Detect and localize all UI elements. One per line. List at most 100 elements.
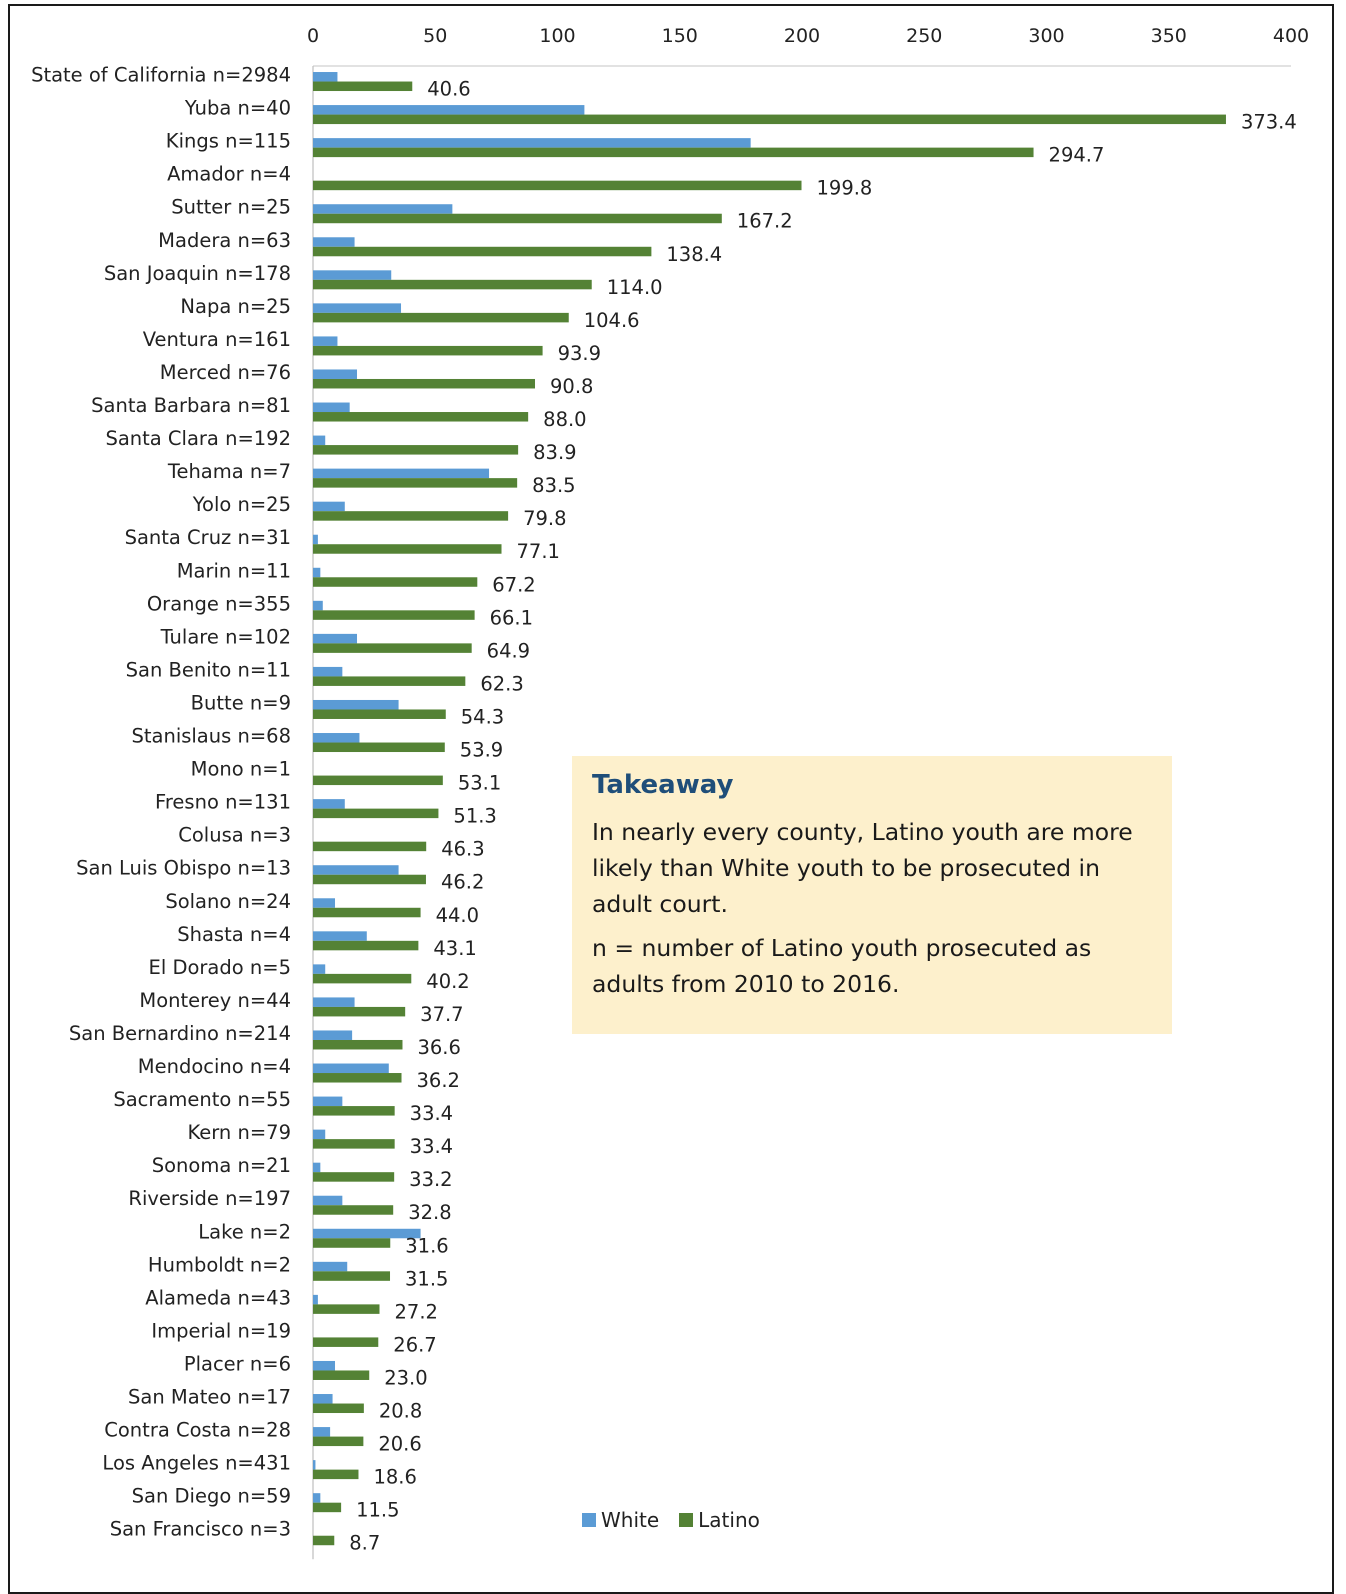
bar-white [313, 1294, 318, 1305]
bar-white [313, 138, 751, 148]
bar-latino [313, 973, 412, 984]
x-tick-label: 0 [307, 25, 319, 47]
category-label: Santa Clara n=192 [105, 427, 291, 450]
bar-latino [313, 478, 518, 488]
bar-white [313, 633, 358, 644]
category-label: Los Angeles n=431 [102, 1452, 291, 1475]
bar-latino [313, 412, 529, 422]
bar-white [313, 237, 355, 247]
bar-latino [313, 445, 519, 455]
bar-latino [313, 1039, 403, 1050]
data-label-latino: 104.6 [584, 309, 640, 332]
category-label: Sutter n=25 [171, 196, 291, 219]
category-label: Butte n=9 [191, 691, 291, 714]
category-label: Alameda n=43 [145, 1286, 291, 1309]
bar-latino [313, 180, 802, 191]
category-label: State of California n=2984 [31, 64, 291, 87]
category-label: San Bernardino n=214 [69, 1022, 291, 1045]
data-label-latino: 53.9 [460, 739, 503, 762]
bar-white [313, 567, 321, 578]
bar-white [313, 1063, 389, 1074]
category-label: Riverside n=197 [128, 1187, 291, 1210]
data-label-latino: 114.0 [607, 276, 663, 299]
legend-item-white: White [582, 1508, 659, 1532]
category-label: San Diego n=59 [132, 1485, 291, 1508]
data-label-latino: 83.9 [533, 441, 576, 464]
category-label: Solano n=24 [165, 890, 291, 913]
bar-latino [313, 1139, 395, 1149]
legend-swatch-latino [679, 1513, 694, 1527]
bar-white [313, 898, 336, 908]
bar-latino [313, 577, 478, 587]
category-label: San Joaquin n=178 [104, 262, 291, 285]
bar-latino [313, 808, 439, 819]
data-label-latino: 43.1 [433, 937, 476, 960]
x-tick-label: 150 [662, 25, 698, 47]
data-label-latino: 167.2 [737, 210, 793, 233]
data-label-latino: 53.1 [458, 772, 501, 795]
x-tick-label: 100 [539, 25, 575, 47]
category-label: San Luis Obispo n=13 [76, 857, 291, 880]
category-label: Amador n=4 [167, 163, 291, 186]
bar-white [313, 369, 358, 379]
data-label-latino: 8.7 [349, 1532, 380, 1555]
category-label: Mono n=1 [191, 758, 291, 781]
data-label-latino: 44.0 [436, 904, 479, 927]
bar-white [313, 1360, 336, 1371]
bar-white [313, 1162, 321, 1173]
data-label-latino: 79.8 [523, 507, 566, 530]
bar-white [313, 699, 399, 710]
category-label: Kern n=79 [187, 1121, 291, 1144]
bar-white [313, 1493, 321, 1503]
data-label-latino: 77.1 [517, 540, 560, 563]
data-label-latino: 31.6 [405, 1234, 448, 1257]
bar-latino [313, 1006, 406, 1017]
data-label-latino: 33.4 [410, 1102, 453, 1125]
data-label-latino: 33.4 [410, 1135, 453, 1158]
category-label: Monterey n=44 [139, 989, 291, 1012]
category-label: Contra Costa n=28 [104, 1419, 291, 1442]
bar-white [313, 402, 350, 413]
bar-white [313, 303, 402, 313]
bar-latino [313, 1238, 391, 1248]
bar-latino [313, 1073, 402, 1083]
data-label-latino: 18.6 [373, 1466, 416, 1489]
bar-latino [313, 345, 543, 356]
bar-white [313, 600, 323, 611]
x-tick-label: 50 [423, 25, 447, 47]
bar-white [313, 1261, 348, 1272]
data-label-latino: 36.6 [417, 1036, 460, 1059]
bar-white [313, 534, 318, 545]
data-label-latino: 83.5 [532, 474, 575, 497]
data-label-latino: 20.6 [378, 1433, 421, 1456]
x-tick-label: 350 [1151, 25, 1187, 47]
category-label: Merced n=76 [160, 361, 291, 384]
category-label: Orange n=355 [147, 592, 291, 615]
data-label-latino: 373.4 [1241, 111, 1297, 134]
bar-latino [313, 1535, 335, 1546]
category-label: Santa Barbara n=81 [91, 394, 291, 417]
category-label: Fresno n=131 [155, 791, 291, 814]
bar-white [313, 1228, 421, 1239]
bar-latino [313, 81, 413, 92]
bar-white [313, 931, 367, 941]
data-label-latino: 36.2 [417, 1069, 460, 1092]
bar-white [313, 72, 338, 82]
category-label: Tehama n=7 [167, 460, 291, 483]
data-label-latino: 93.9 [558, 342, 601, 365]
category-label: Madera n=63 [158, 229, 291, 252]
legend-label-latino: Latino [698, 1508, 760, 1532]
bar-latino [313, 841, 427, 852]
legend-swatch-white [582, 1513, 596, 1527]
bar-latino [313, 246, 652, 257]
chart-legend: White Latino [582, 1508, 780, 1532]
data-label-latino: 27.2 [395, 1300, 438, 1323]
bar-white [313, 1460, 316, 1470]
category-label: Mendocino n=4 [138, 1055, 291, 1078]
bar-white [313, 1394, 333, 1404]
category-label: Kings n=115 [166, 130, 291, 153]
bar-latino [313, 742, 445, 753]
legend-item-latino: Latino [679, 1508, 760, 1532]
category-label: San Mateo n=17 [128, 1386, 291, 1409]
data-label-latino: 51.3 [453, 805, 496, 828]
